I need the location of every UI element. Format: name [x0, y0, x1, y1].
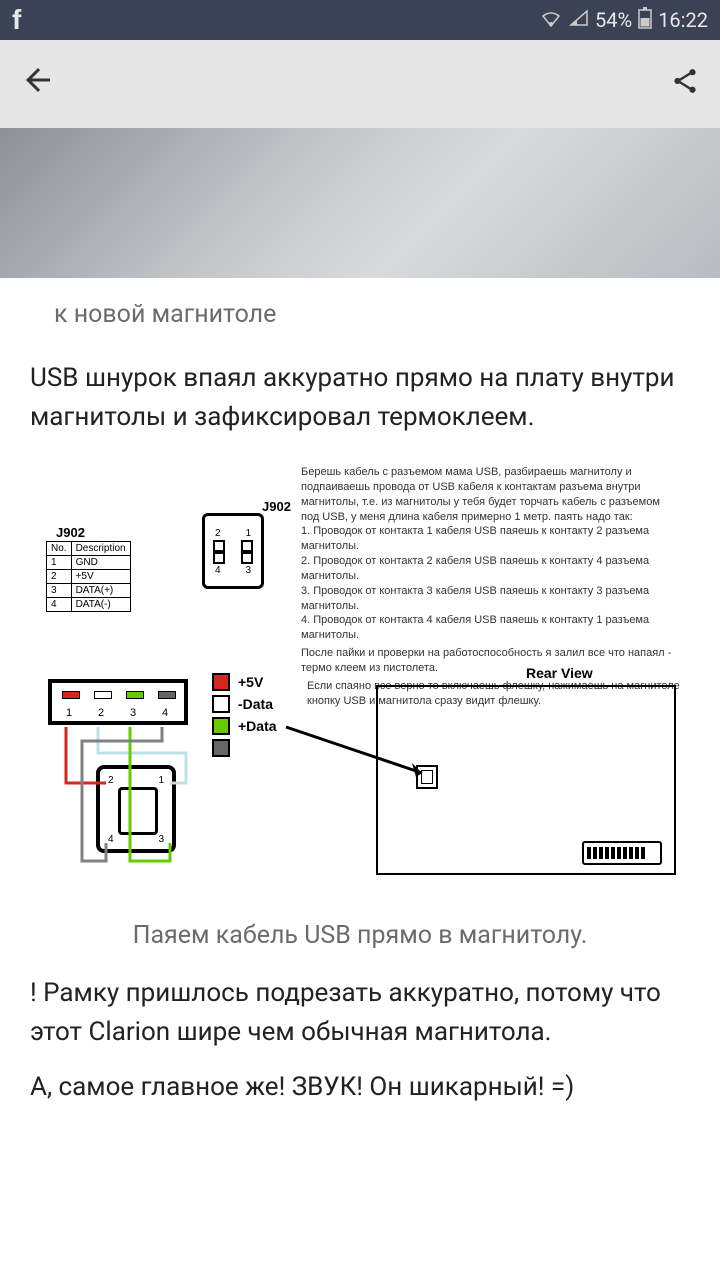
- paragraph-1: USB шнурок впаял аккуратно прямо на плат…: [30, 341, 690, 447]
- td: DATA(-): [71, 598, 130, 612]
- usb-a-slot-4: [158, 691, 176, 699]
- legend-5v-label: +5V: [238, 674, 263, 690]
- rear-view-label: Rear View: [526, 665, 593, 681]
- instr-intro: Берешь кабель с разъемом мама USB, разби…: [301, 465, 681, 524]
- legend-ndata-swatch: [212, 695, 230, 713]
- instr-4: 4. Проводок от контакта 4 кабеля USB пая…: [301, 613, 681, 643]
- back-button[interactable]: [20, 62, 56, 107]
- instr-after: После пайки и проверки на работоспособно…: [301, 646, 681, 676]
- usbb-2: 2: [108, 775, 114, 786]
- th-desc: Description: [71, 542, 130, 556]
- usbb-4: 4: [108, 834, 114, 845]
- instr-1: 1. Проводок от контакта 1 кабеля USB пая…: [301, 524, 681, 554]
- j902-label: J902: [56, 525, 85, 540]
- rear-connector: [582, 841, 662, 865]
- hero-image: [0, 128, 720, 278]
- usb-wiring-diagram: Берешь кабель с разъемом мама USB, разби…: [36, 465, 684, 895]
- usb-a-num-4: 4: [162, 707, 168, 719]
- paragraph-3: А, самое главное же! ЗВУК! Он шикарный! …: [30, 1062, 690, 1117]
- pin-2: 2: [215, 528, 221, 539]
- status-bar: f 54% 16:22: [0, 0, 720, 40]
- image-caption-top: к новой магнитоле: [30, 278, 690, 341]
- app-bar: [0, 40, 720, 128]
- diagram-caption: Паяем кабель USB прямо в магнитолу.: [30, 905, 690, 956]
- instr-2: 2. Проводок от контакта 2 кабеля USB пая…: [301, 554, 681, 584]
- rear-usb-port: [416, 765, 438, 789]
- pin-4: 4: [215, 565, 221, 576]
- usbb-3: 3: [158, 834, 164, 845]
- usb-a-slot-3: [126, 691, 144, 699]
- signal-icon: [569, 8, 589, 32]
- pin-3: 3: [245, 565, 251, 576]
- legend-gnd-swatch: [212, 739, 230, 757]
- legend-5v-swatch: [212, 673, 230, 691]
- diagram-instructions: Берешь кабель с разъемом мама USB, разби…: [301, 465, 681, 709]
- instr-3: 3. Проводок от контакта 3 кабеля USB пая…: [301, 584, 681, 614]
- usb-a-num-2: 2: [98, 707, 104, 719]
- legend-pdata-swatch: [212, 717, 230, 735]
- td: 2: [47, 570, 72, 584]
- pin-table: No.Description 1GND 2+5V 3DATA(+) 4DATA(…: [46, 541, 131, 612]
- th-no: No.: [47, 542, 72, 556]
- usb-legend: +5V -Data +Data: [212, 673, 277, 761]
- battery-pct: 54%: [595, 8, 632, 32]
- usbb-1: 1: [158, 775, 164, 786]
- td: GND: [71, 556, 130, 570]
- td: 1: [47, 556, 72, 570]
- battery-icon: [638, 7, 652, 34]
- usb-b-connector: 2 1 4 3: [96, 765, 176, 853]
- td: 4: [47, 598, 72, 612]
- facebook-icon: f: [12, 4, 21, 36]
- status-time: 16:22: [658, 8, 708, 32]
- j902-connector: 2 1 4 3: [202, 513, 264, 589]
- usb-a-slot-1: [62, 691, 80, 699]
- usb-a-connector: 1 2 3 4: [48, 679, 188, 725]
- legend-pdata-label: +Data: [238, 718, 277, 734]
- td: DATA(+): [71, 584, 130, 598]
- j902-conn-label: J902: [262, 499, 291, 514]
- usb-a-num-1: 1: [66, 707, 72, 719]
- td: +5V: [71, 570, 130, 584]
- td: 3: [47, 584, 72, 598]
- legend-ndata-label: -Data: [238, 696, 273, 712]
- pin-1: 1: [245, 528, 251, 539]
- paragraph-2: ! Рамку пришлось подрезать аккуратно, по…: [30, 956, 690, 1062]
- wifi-icon: [539, 8, 563, 33]
- share-button[interactable]: [670, 66, 700, 103]
- usb-a-num-3: 3: [130, 707, 136, 719]
- usb-a-slot-2: [94, 691, 112, 699]
